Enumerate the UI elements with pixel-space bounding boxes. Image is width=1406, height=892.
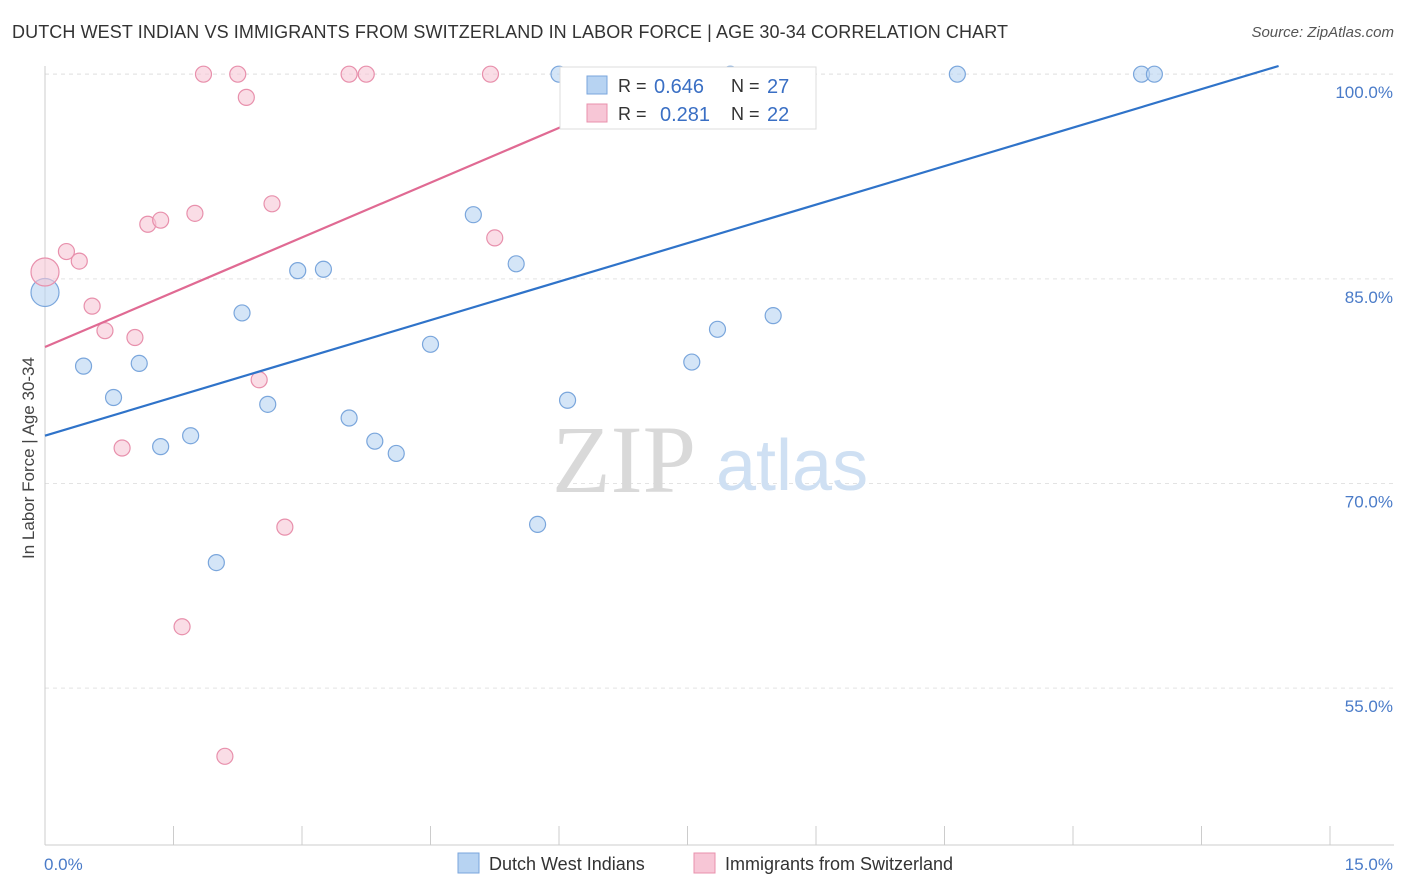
data-point (464, 206, 482, 224)
y-tick-labels: 55.0% 70.0% 85.0% 100.0% (1335, 83, 1393, 716)
data-point (764, 307, 782, 325)
series-legend: Dutch West Indians Immigrants from Switz… (457, 852, 953, 874)
data-point (126, 328, 144, 347)
data-point (57, 242, 76, 261)
x-tick-label: 0.0% (44, 855, 83, 874)
x-tick-labels: 0.0% 15.0% (44, 855, 1393, 874)
data-point (74, 357, 93, 375)
data-point (186, 204, 204, 222)
y-tick-label: 55.0% (1345, 697, 1393, 716)
stats-swatch-blue (586, 75, 608, 95)
data-point (30, 257, 60, 287)
trend-layer (44, 64, 1279, 437)
data-point (194, 65, 213, 83)
data-point (182, 427, 200, 445)
stats-n-value-pink: 22 (767, 104, 789, 126)
data-point (340, 409, 358, 427)
stats-r-label-pink: R = (618, 104, 647, 124)
y-axis-label: In Labor Force | Age 30-34 (19, 357, 38, 559)
data-point (708, 320, 727, 338)
data-point (387, 444, 405, 463)
data-point (152, 211, 170, 229)
stats-r-value-pink: 0.281 (660, 104, 710, 126)
data-point (233, 304, 251, 322)
data-point (207, 553, 225, 572)
y-tick-label: 100.0% (1335, 83, 1393, 102)
data-point (259, 395, 277, 413)
y-tick-label: 70.0% (1345, 492, 1393, 511)
stats-n-value-blue: 27 (767, 76, 789, 98)
data-point (340, 65, 358, 83)
data-point (216, 747, 234, 765)
data-point (83, 297, 101, 315)
data-point (173, 618, 191, 636)
data-point (948, 65, 966, 83)
data-point (237, 88, 255, 106)
data-point (558, 391, 577, 409)
data-point (152, 438, 170, 456)
stats-n-label-pink: N = (731, 104, 760, 124)
legend-swatch-immigrants-from-switzerland (693, 852, 716, 874)
gridlines (45, 73, 1394, 689)
axes (44, 66, 1394, 846)
data-point (528, 515, 547, 533)
legend-label-dutch-west-indians: Dutch West Indians (489, 854, 645, 874)
data-point (130, 354, 148, 373)
data-point (357, 65, 375, 83)
data-point (314, 260, 333, 278)
data-point (486, 229, 504, 247)
y-tick-label: 85.0% (1345, 288, 1393, 307)
watermark: ZIP atlas (552, 406, 868, 513)
data-point (366, 432, 384, 450)
trend-line-blue (44, 64, 1279, 437)
stats-r-label-blue: R = (618, 76, 647, 96)
data-point (481, 65, 500, 83)
data-point (113, 439, 131, 457)
data-point (289, 262, 307, 280)
trend-line-pink (44, 119, 577, 349)
data-point (507, 255, 525, 273)
data-point (104, 388, 123, 407)
data-point (276, 518, 294, 536)
data-point (1145, 65, 1163, 83)
stats-legend: R = 0.646 N = 27 R = 0.281 N = 22 (559, 66, 817, 130)
stats-swatch-pink (586, 103, 608, 123)
data-point (263, 195, 281, 213)
legend-label-immigrants-from-switzerland: Immigrants from Switzerland (725, 854, 953, 874)
chart-title: DUTCH WEST INDIAN VS IMMIGRANTS FROM SWI… (12, 22, 1009, 42)
data-point (96, 322, 114, 340)
watermark-atlas: atlas (716, 426, 868, 506)
stats-r-value-blue: 0.646 (654, 76, 704, 98)
data-point (70, 252, 88, 270)
stats-n-label-blue: N = (731, 76, 760, 96)
source-credit: Source: ZipAtlas.com (1251, 24, 1394, 41)
series-pink-points (30, 65, 504, 765)
watermark-zip: ZIP (552, 406, 696, 513)
data-point (421, 335, 440, 353)
legend-swatch-dutch-west-indians (457, 852, 480, 874)
data-point (683, 353, 701, 371)
data-point (229, 65, 247, 83)
x-tick-label: 15.0% (1345, 855, 1393, 874)
